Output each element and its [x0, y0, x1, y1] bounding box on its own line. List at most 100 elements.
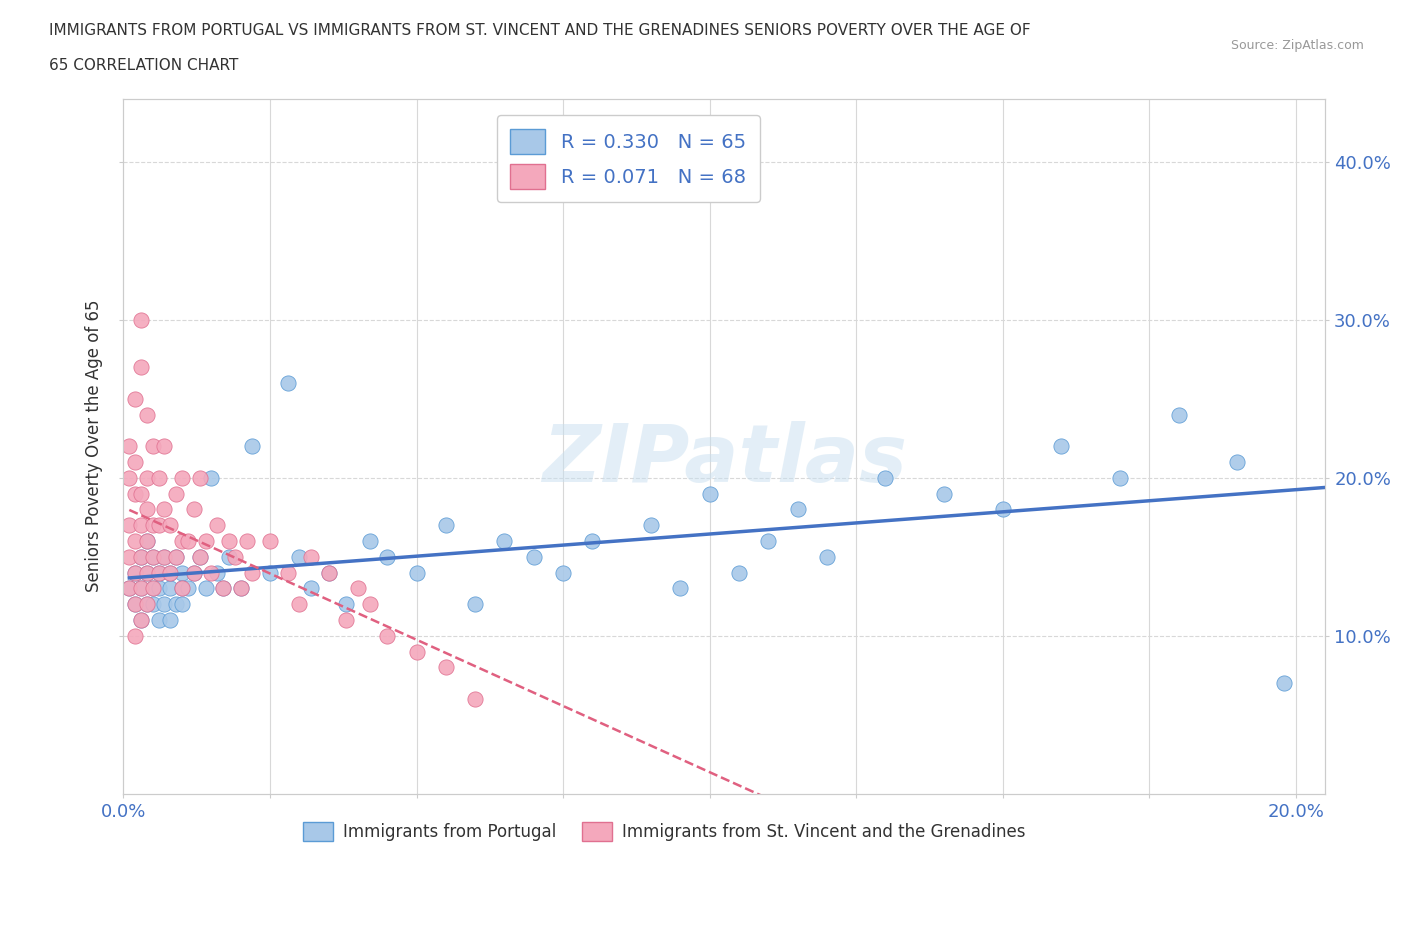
Point [318, 565, 340, 580]
Point [159, 581, 181, 596]
Point [405, 644, 427, 659]
Point [405, 565, 427, 580]
Point [129, 486, 152, 501]
Point [148, 581, 170, 596]
Y-axis label: Seniors Poverty Over the Age of 65: Seniors Poverty Over the Age of 65 [86, 300, 103, 592]
Point [875, 471, 897, 485]
Point [375, 629, 398, 644]
Text: 65 CORRELATION CHART: 65 CORRELATION CHART [49, 58, 239, 73]
Point [148, 565, 170, 580]
Point [170, 471, 193, 485]
Point [135, 471, 157, 485]
Point [242, 439, 264, 454]
Point [124, 392, 146, 406]
Point [288, 597, 311, 612]
Point [188, 550, 211, 565]
Point [640, 518, 662, 533]
Point [129, 581, 152, 596]
Point [183, 565, 205, 580]
Point [170, 581, 193, 596]
Point [200, 471, 222, 485]
Point [205, 565, 228, 580]
Point [153, 597, 176, 612]
Point [1167, 407, 1189, 422]
Point [165, 550, 187, 565]
Point [124, 486, 146, 501]
Point [135, 407, 157, 422]
Point [669, 581, 692, 596]
Point [118, 550, 141, 565]
Point [212, 581, 235, 596]
Point [224, 550, 246, 565]
Point [335, 613, 357, 628]
Point [786, 502, 808, 517]
Point [183, 502, 205, 517]
Point [523, 550, 546, 565]
Point [118, 581, 141, 596]
Point [170, 565, 193, 580]
Point [494, 534, 516, 549]
Point [170, 534, 193, 549]
Point [699, 486, 721, 501]
Point [335, 597, 357, 612]
Point [135, 534, 157, 549]
Point [434, 660, 457, 675]
Point [142, 581, 165, 596]
Point [205, 518, 228, 533]
Point [124, 597, 146, 612]
Point [229, 581, 252, 596]
Point [359, 534, 381, 549]
Point [124, 565, 146, 580]
Point [142, 581, 165, 596]
Text: ZIPatlas: ZIPatlas [541, 421, 907, 499]
Point [148, 613, 170, 628]
Point [464, 597, 486, 612]
Point [148, 471, 170, 485]
Point [129, 581, 152, 596]
Point [142, 439, 165, 454]
Text: Source: ZipAtlas.com: Source: ZipAtlas.com [1230, 39, 1364, 52]
Point [124, 455, 146, 470]
Point [159, 518, 181, 533]
Point [129, 312, 152, 327]
Point [165, 597, 187, 612]
Point [464, 692, 486, 707]
Point [1050, 439, 1073, 454]
Point [153, 502, 176, 517]
Point [581, 534, 603, 549]
Point [129, 613, 152, 628]
Point [135, 565, 157, 580]
Point [135, 565, 157, 580]
Point [347, 581, 370, 596]
Point [159, 565, 181, 580]
Point [318, 565, 340, 580]
Point [1226, 455, 1249, 470]
Point [188, 550, 211, 565]
Point [118, 471, 141, 485]
Point [124, 534, 146, 549]
Point [118, 581, 141, 596]
Point [124, 629, 146, 644]
Point [165, 486, 187, 501]
Point [235, 534, 257, 549]
Point [170, 581, 193, 596]
Point [170, 597, 193, 612]
Point [177, 534, 200, 549]
Point [212, 581, 235, 596]
Point [277, 565, 299, 580]
Point [118, 439, 141, 454]
Point [124, 597, 146, 612]
Point [159, 565, 181, 580]
Point [129, 550, 152, 565]
Point [129, 360, 152, 375]
Point [218, 550, 240, 565]
Point [129, 518, 152, 533]
Point [299, 581, 322, 596]
Point [299, 550, 322, 565]
Point [815, 550, 838, 565]
Point [129, 613, 152, 628]
Point [259, 534, 281, 549]
Point [135, 597, 157, 612]
Point [159, 613, 181, 628]
Point [153, 550, 176, 565]
